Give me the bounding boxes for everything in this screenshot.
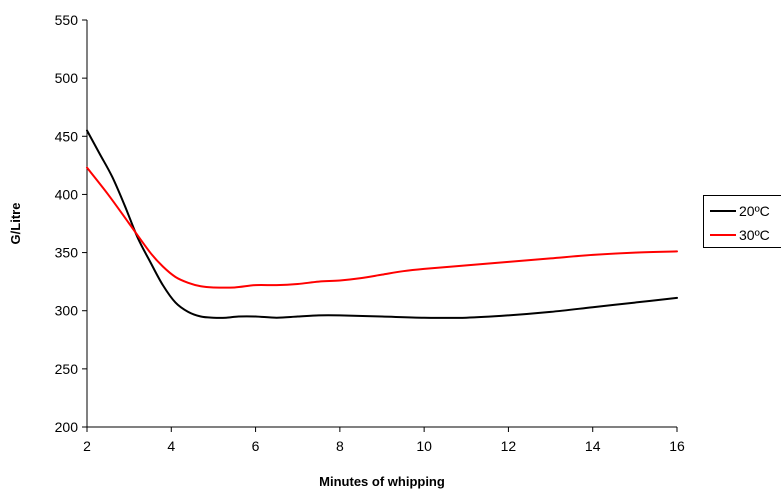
x-tick-label: 8	[336, 438, 344, 454]
x-tick-label: 4	[167, 438, 175, 454]
y-tick-label: 550	[55, 12, 79, 28]
x-tick-label: 10	[416, 438, 432, 454]
series-lines	[86, 129, 678, 319]
y-tick-label: 200	[55, 419, 79, 435]
y-tick-label: 400	[55, 186, 79, 202]
y-axis-title: G/Litre	[8, 203, 23, 245]
x-tick-label: 6	[252, 438, 260, 454]
series-line-1	[86, 129, 678, 319]
legend-box	[703, 195, 781, 248]
x-tick-label: 14	[585, 438, 601, 454]
x-tick-label: 12	[501, 438, 517, 454]
series-line-2	[86, 166, 678, 289]
legend-label-1: 20ºC	[739, 203, 770, 219]
y-tick-label: 350	[55, 245, 79, 261]
legend: 20ºC 30ºC	[703, 195, 781, 248]
legend-label-2: 30ºC	[739, 227, 770, 243]
y-tick-label: 250	[55, 361, 79, 377]
y-tick-label: 450	[55, 128, 79, 144]
x-tick-label: 2	[83, 438, 91, 454]
x-tick-label: 16	[669, 438, 685, 454]
y-tick-label: 500	[55, 70, 79, 86]
tick-labels: 200 250 300 350 400 450 500 550 2 4 6 8 10 12 14 16	[55, 12, 685, 454]
legend-items: 20ºC 30ºC	[710, 203, 770, 243]
x-axis-title: Minutes of whipping	[319, 474, 445, 489]
y-tick-label: 300	[55, 303, 79, 319]
axes	[82, 19, 678, 432]
